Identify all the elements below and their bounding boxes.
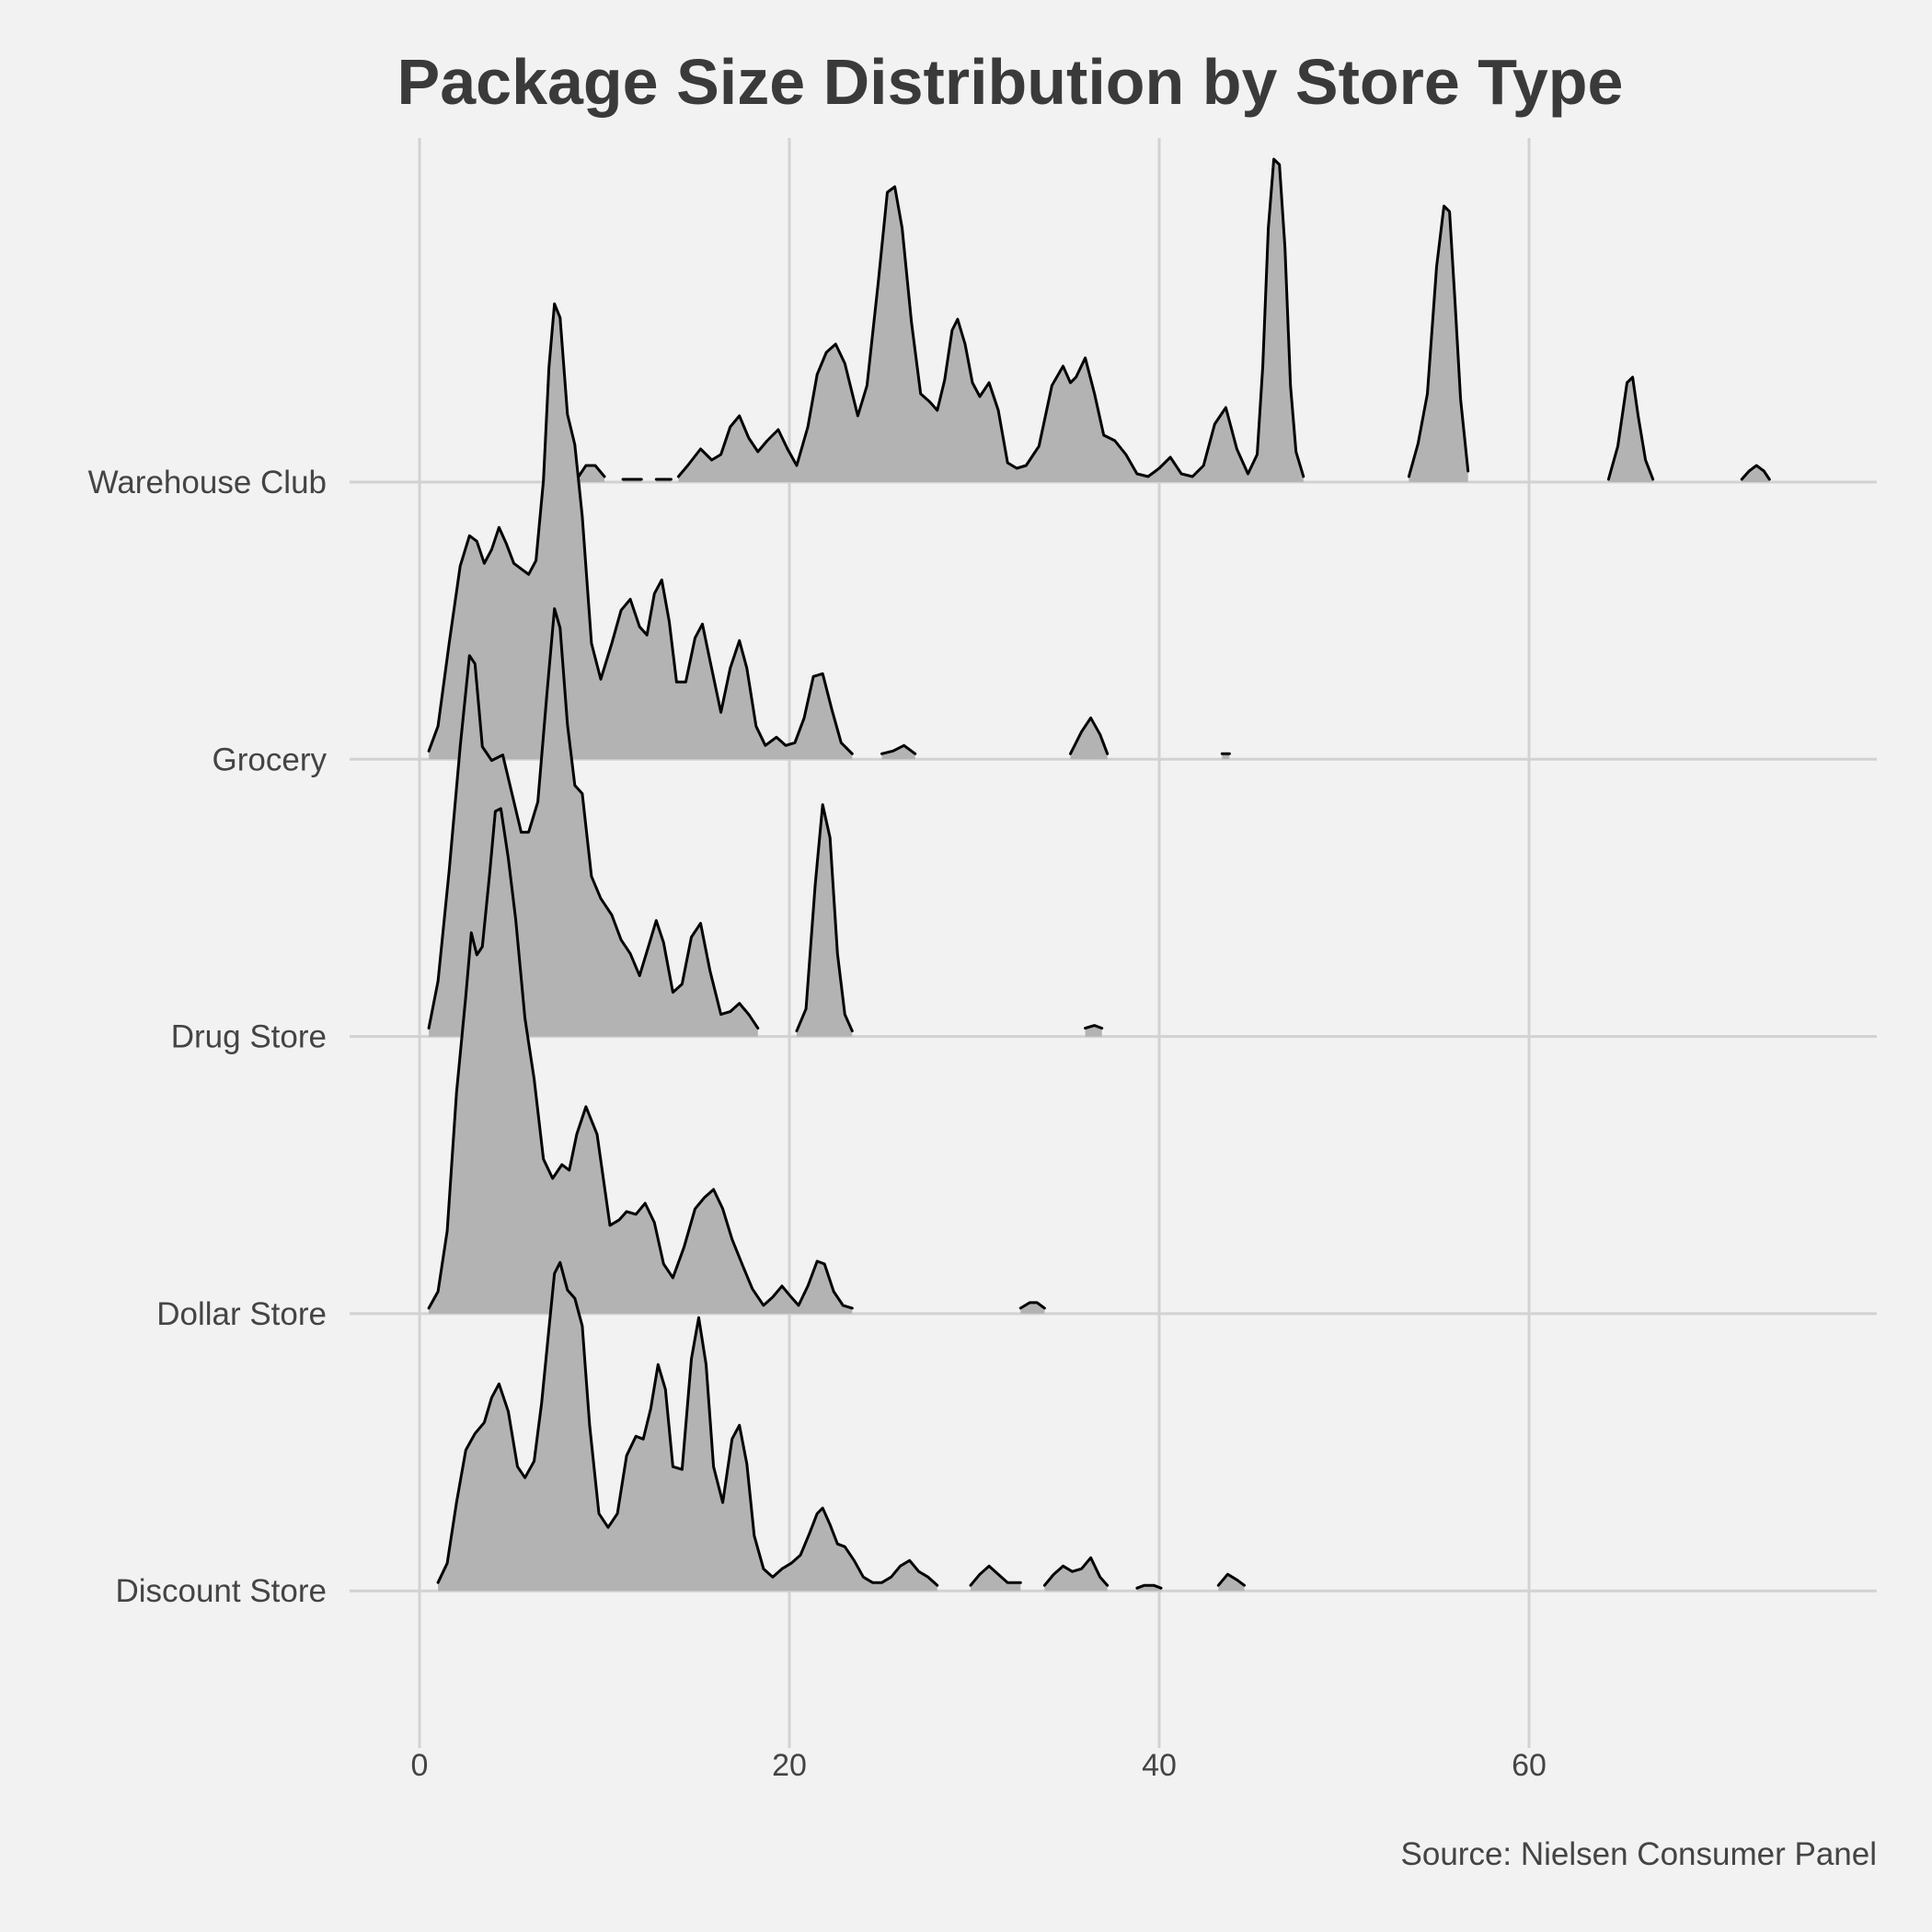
ridge-area-warehouse-club-3: [678, 159, 1304, 482]
ridge-area-warehouse-club-5: [1608, 377, 1653, 482]
ridge-outline-discount-store-0: [436, 1260, 939, 1587]
ridge-outline-discount-store-2: [1042, 1556, 1110, 1587]
ridge-area-warehouse-club-6: [1742, 466, 1770, 482]
ridge-area-drug-store-1: [797, 804, 853, 1037]
chart-title: Package Size Distribution by Store Type: [397, 46, 1624, 118]
ridge-outline-discount-store-3: [1135, 1583, 1163, 1590]
ridge-discount-store: [436, 1260, 1246, 1592]
ridge-outline-grocery-2: [1069, 716, 1110, 755]
ridge-area-grocery-2: [1070, 718, 1108, 760]
x-tick-label-0: 0: [411, 1748, 429, 1783]
ridge-outline-warehouse-club-4: [1407, 204, 1470, 478]
ridge-area-discount-store-2: [1044, 1558, 1108, 1592]
ridge-dollar-store: [427, 807, 1046, 1314]
ridge-outline-discount-store-1: [969, 1564, 1022, 1587]
ridge-outline-warehouse-club-0: [577, 464, 606, 478]
ridge-area-grocery-0: [429, 304, 853, 760]
y-tick-label-warehouse-club: Warehouse Club: [88, 465, 327, 500]
ridge-area-discount-store-0: [438, 1262, 937, 1592]
ridges-layer: [427, 157, 1771, 1592]
x-tick-label-20: 20: [772, 1748, 807, 1783]
ridge-area-dollar-store-0: [429, 808, 853, 1314]
ridge-outline-drug-store-1: [795, 803, 854, 1033]
ridge-outline-warehouse-club-3: [676, 157, 1305, 478]
y-tick-label-dollar-store: Dollar Store: [156, 1296, 327, 1332]
ridge-outline-dollar-store-1: [1018, 1301, 1046, 1310]
y-tick-label-drug-store: Drug Store: [171, 1019, 327, 1055]
ridge-outline-discount-store-4: [1216, 1572, 1246, 1587]
ridge-outline-dollar-store-0: [427, 807, 854, 1310]
x-tick-label-60: 60: [1512, 1748, 1547, 1783]
labels-layer: 0 20 40 60 Warehouse Club Grocery Drug Store Do…: [88, 465, 1547, 1783]
ridge-outline-drug-store-0: [427, 607, 760, 1030]
chart-caption: Source: Nielsen Consumer Panel: [1401, 1836, 1877, 1872]
y-tick-label-grocery: Grocery: [213, 742, 328, 777]
x-tick-label-40: 40: [1142, 1748, 1177, 1783]
ridge-outline-grocery-1: [880, 743, 917, 755]
y-tick-label-discount-store: Discount Store: [115, 1573, 327, 1609]
ridge-outline-drug-store-2: [1084, 1024, 1104, 1030]
ridge-outline-warehouse-club-6: [1740, 464, 1771, 481]
ridge-warehouse-club: [577, 157, 1771, 482]
ridge-grocery: [427, 302, 1231, 760]
ridge-outline-warehouse-club-5: [1606, 375, 1655, 481]
ridge-outline-grocery-0: [427, 302, 854, 755]
